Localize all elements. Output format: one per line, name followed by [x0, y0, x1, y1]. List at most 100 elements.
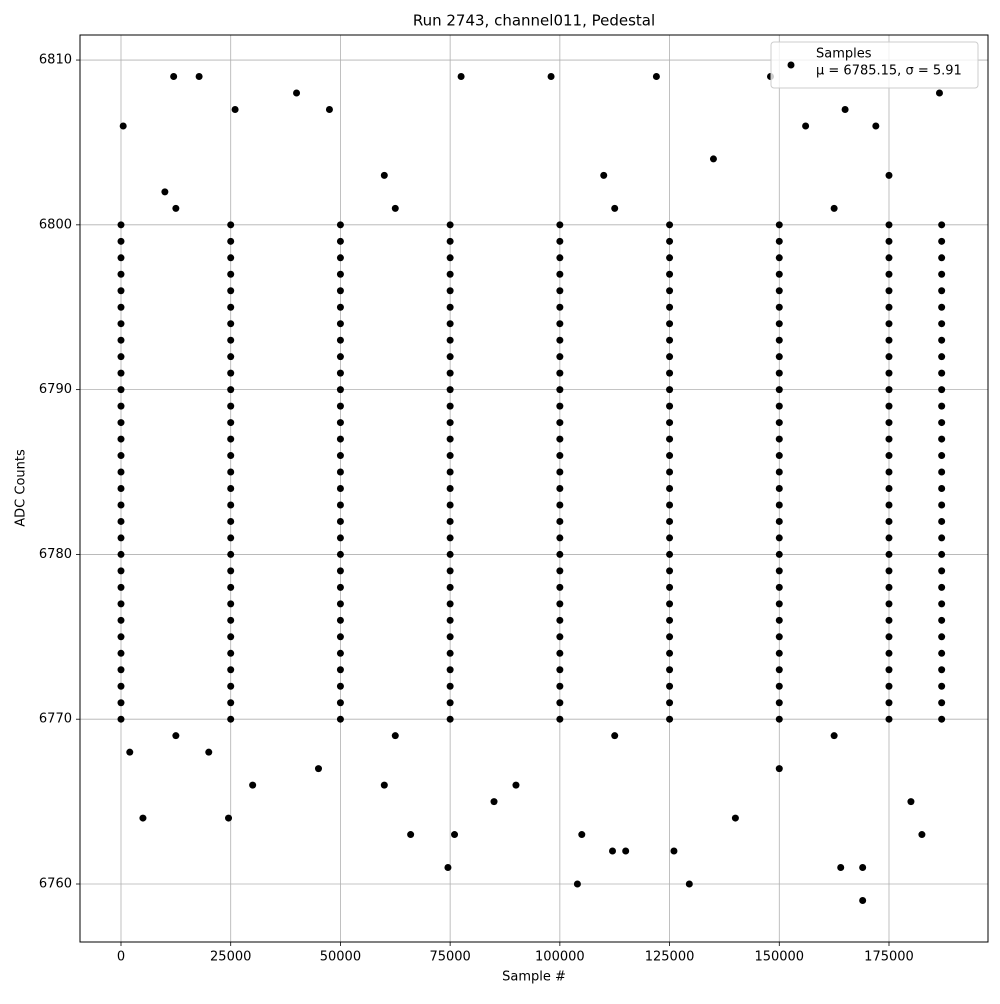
- data-point: [775, 468, 783, 476]
- data-point: [293, 89, 301, 97]
- x-tick-label: 0: [117, 950, 125, 965]
- data-point: [336, 468, 344, 476]
- data-point: [227, 699, 235, 707]
- data-point: [446, 386, 454, 394]
- data-point: [775, 567, 783, 575]
- data-point: [775, 550, 783, 558]
- data-point: [666, 435, 674, 443]
- data-point: [938, 633, 946, 641]
- data-point: [775, 633, 783, 641]
- data-point: [117, 666, 125, 674]
- data-point: [938, 419, 946, 427]
- data-point: [225, 814, 233, 822]
- data-point: [775, 320, 783, 328]
- data-point: [938, 583, 946, 591]
- data-point: [611, 732, 619, 740]
- data-point: [666, 600, 674, 608]
- data-point: [666, 386, 674, 394]
- data-point: [336, 353, 344, 361]
- data-point: [547, 73, 555, 81]
- data-point: [117, 649, 125, 657]
- data-point: [938, 353, 946, 361]
- data-point: [938, 534, 946, 542]
- data-point: [556, 452, 564, 460]
- data-point: [117, 485, 125, 492]
- data-point: [775, 715, 783, 723]
- y-tick-label: 6760: [39, 876, 72, 891]
- data-point: [670, 847, 678, 855]
- data-point: [336, 386, 344, 394]
- data-point: [859, 896, 867, 904]
- data-point: [938, 517, 946, 525]
- data-point: [556, 303, 564, 311]
- data-point: [938, 682, 946, 690]
- data-point: [938, 435, 946, 443]
- data-point: [885, 270, 893, 278]
- data-point: [556, 600, 564, 608]
- data-point: [938, 550, 946, 558]
- data-point: [775, 600, 783, 608]
- data-point: [556, 534, 564, 542]
- data-point: [938, 386, 946, 394]
- data-point: [885, 666, 893, 674]
- y-axis-label: ADC Counts: [14, 449, 29, 527]
- data-point: [336, 419, 344, 427]
- data-point: [622, 847, 630, 855]
- data-point: [172, 732, 180, 740]
- data-point: [556, 485, 564, 492]
- data-point: [666, 254, 674, 262]
- data-point: [885, 369, 893, 377]
- data-point: [512, 781, 520, 789]
- data-point: [556, 419, 564, 427]
- data-point: [227, 336, 235, 344]
- data-point: [775, 336, 783, 344]
- data-point: [775, 583, 783, 591]
- y-tick-label: 6810: [39, 53, 72, 68]
- data-point: [172, 204, 180, 212]
- data-point: [938, 666, 946, 674]
- data-point: [709, 155, 717, 163]
- data-point: [336, 485, 344, 492]
- y-tick-label: 6780: [39, 547, 72, 562]
- data-point: [446, 534, 454, 542]
- data-point: [380, 781, 388, 789]
- data-point: [336, 616, 344, 624]
- data-point: [227, 501, 235, 509]
- data-point: [885, 336, 893, 344]
- data-point: [117, 550, 125, 558]
- data-point: [446, 517, 454, 525]
- data-point: [666, 550, 674, 558]
- data-point: [446, 633, 454, 641]
- data-point: [336, 534, 344, 542]
- data-point: [117, 501, 125, 509]
- data-point: [885, 583, 893, 591]
- data-point: [336, 567, 344, 575]
- data-point: [885, 649, 893, 657]
- data-point: [205, 748, 213, 756]
- data-point: [600, 171, 608, 179]
- data-point: [126, 748, 134, 756]
- data-point: [938, 616, 946, 624]
- data-point: [666, 369, 674, 377]
- data-point: [938, 485, 946, 492]
- data-point: [918, 831, 926, 839]
- data-point: [446, 353, 454, 361]
- data-point: [775, 419, 783, 427]
- data-point: [938, 402, 946, 410]
- data-point: [336, 715, 344, 723]
- y-tick-label: 6800: [39, 217, 72, 232]
- data-point: [775, 435, 783, 443]
- data-point: [556, 583, 564, 591]
- data-point: [117, 616, 125, 624]
- data-point: [336, 402, 344, 410]
- data-point: [446, 583, 454, 591]
- data-point: [117, 682, 125, 690]
- data-point: [117, 419, 125, 427]
- data-point: [325, 105, 333, 113]
- data-point: [227, 353, 235, 361]
- data-point: [117, 237, 125, 245]
- data-point: [227, 485, 235, 492]
- data-point: [227, 633, 235, 641]
- data-point: [775, 452, 783, 460]
- data-point: [775, 616, 783, 624]
